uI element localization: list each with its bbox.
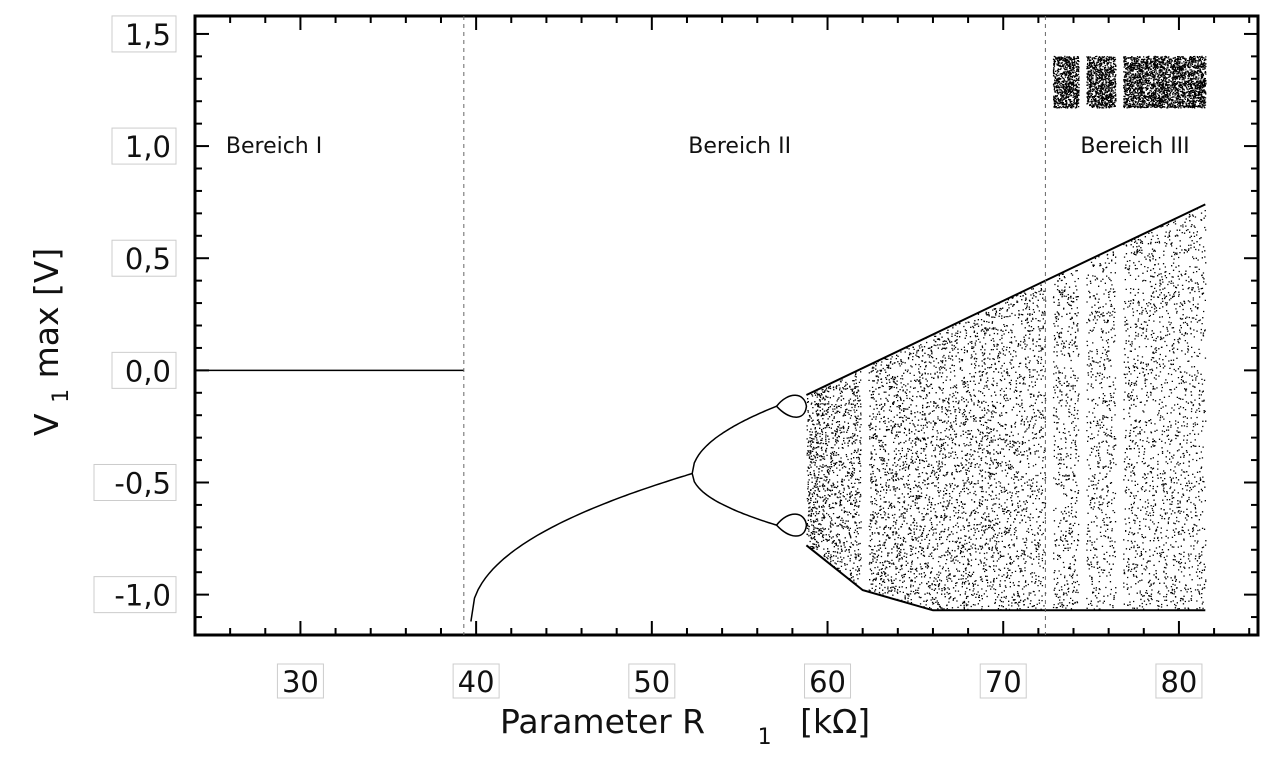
- axis-ticks: [195, 16, 1258, 635]
- y-tick-label-box: [111, 239, 177, 277]
- y-axis-title-main: V: [27, 413, 66, 436]
- x-tick-label: 80: [1160, 665, 1197, 699]
- y-tick-label-box: [93, 463, 177, 501]
- x-tick-label-box: [452, 663, 500, 699]
- period-2-upper-branch: [691, 405, 777, 474]
- y-tick-label: 0,0: [125, 354, 171, 388]
- x-tick-label-box: [804, 663, 852, 699]
- x-tick-label: 40: [458, 665, 495, 699]
- x-tick-label-box: [1155, 663, 1203, 699]
- period-4-lower-loop: [775, 513, 808, 537]
- y-tick-label-box: [111, 351, 177, 389]
- x-tick-label-box: [276, 663, 324, 699]
- chaos-upper-envelope: [805, 203, 1206, 396]
- region-label: Bereich II: [688, 134, 791, 159]
- x-tick-label: 50: [633, 665, 670, 699]
- chaotic-point-cloud: [806, 55, 1207, 611]
- y-tick-label-box: [111, 15, 177, 53]
- y-axis-title-rest: max [V]: [27, 248, 66, 379]
- x-tick-label-box: [628, 663, 676, 699]
- period-4-upper-loop: [775, 394, 808, 418]
- x-axis-title-sub: 1: [758, 725, 772, 750]
- x-tick-label: 30: [282, 665, 319, 699]
- tick-labels: 30 40 50 60 70 80 1,5 1,0 0,5 0,0 -0,5 -1,0: [93, 15, 1203, 699]
- y-tick-label-box: [93, 576, 177, 614]
- y-tick-label: -0,5: [114, 466, 171, 500]
- y-tick-label: -1,0: [114, 579, 171, 613]
- x-tick-label: 70: [985, 665, 1022, 699]
- chaotic-points: [806, 55, 1207, 611]
- x-axis-title-unit: [kΩ]: [800, 702, 870, 741]
- y-tick-label-box: [111, 127, 177, 165]
- region-label: Bereich I: [226, 134, 322, 159]
- y-tick-label: 0,5: [125, 242, 171, 276]
- y-tick-label: 1,5: [125, 18, 171, 52]
- y-tick-label: 1,0: [125, 130, 171, 164]
- period-2-lower-branch: [691, 473, 777, 526]
- chaos-lower-envelope: [805, 544, 1206, 612]
- region-label: Bereich III: [1080, 134, 1189, 159]
- y-axis-title: V 1 max [V]: [27, 248, 76, 436]
- region-labels: Bereich I Bereich II Bereich III: [226, 134, 1190, 159]
- x-axis-title: Parameter R 1 [kΩ]: [500, 702, 870, 752]
- x-tick-label: 60: [809, 665, 846, 699]
- plot-frame: [193, 14, 1260, 637]
- x-tick-label-box: [979, 663, 1027, 699]
- period-1-branch: [470, 472, 693, 622]
- x-axis-title-main: Parameter R: [500, 702, 705, 741]
- y-axis-title-sub: 1: [49, 389, 74, 403]
